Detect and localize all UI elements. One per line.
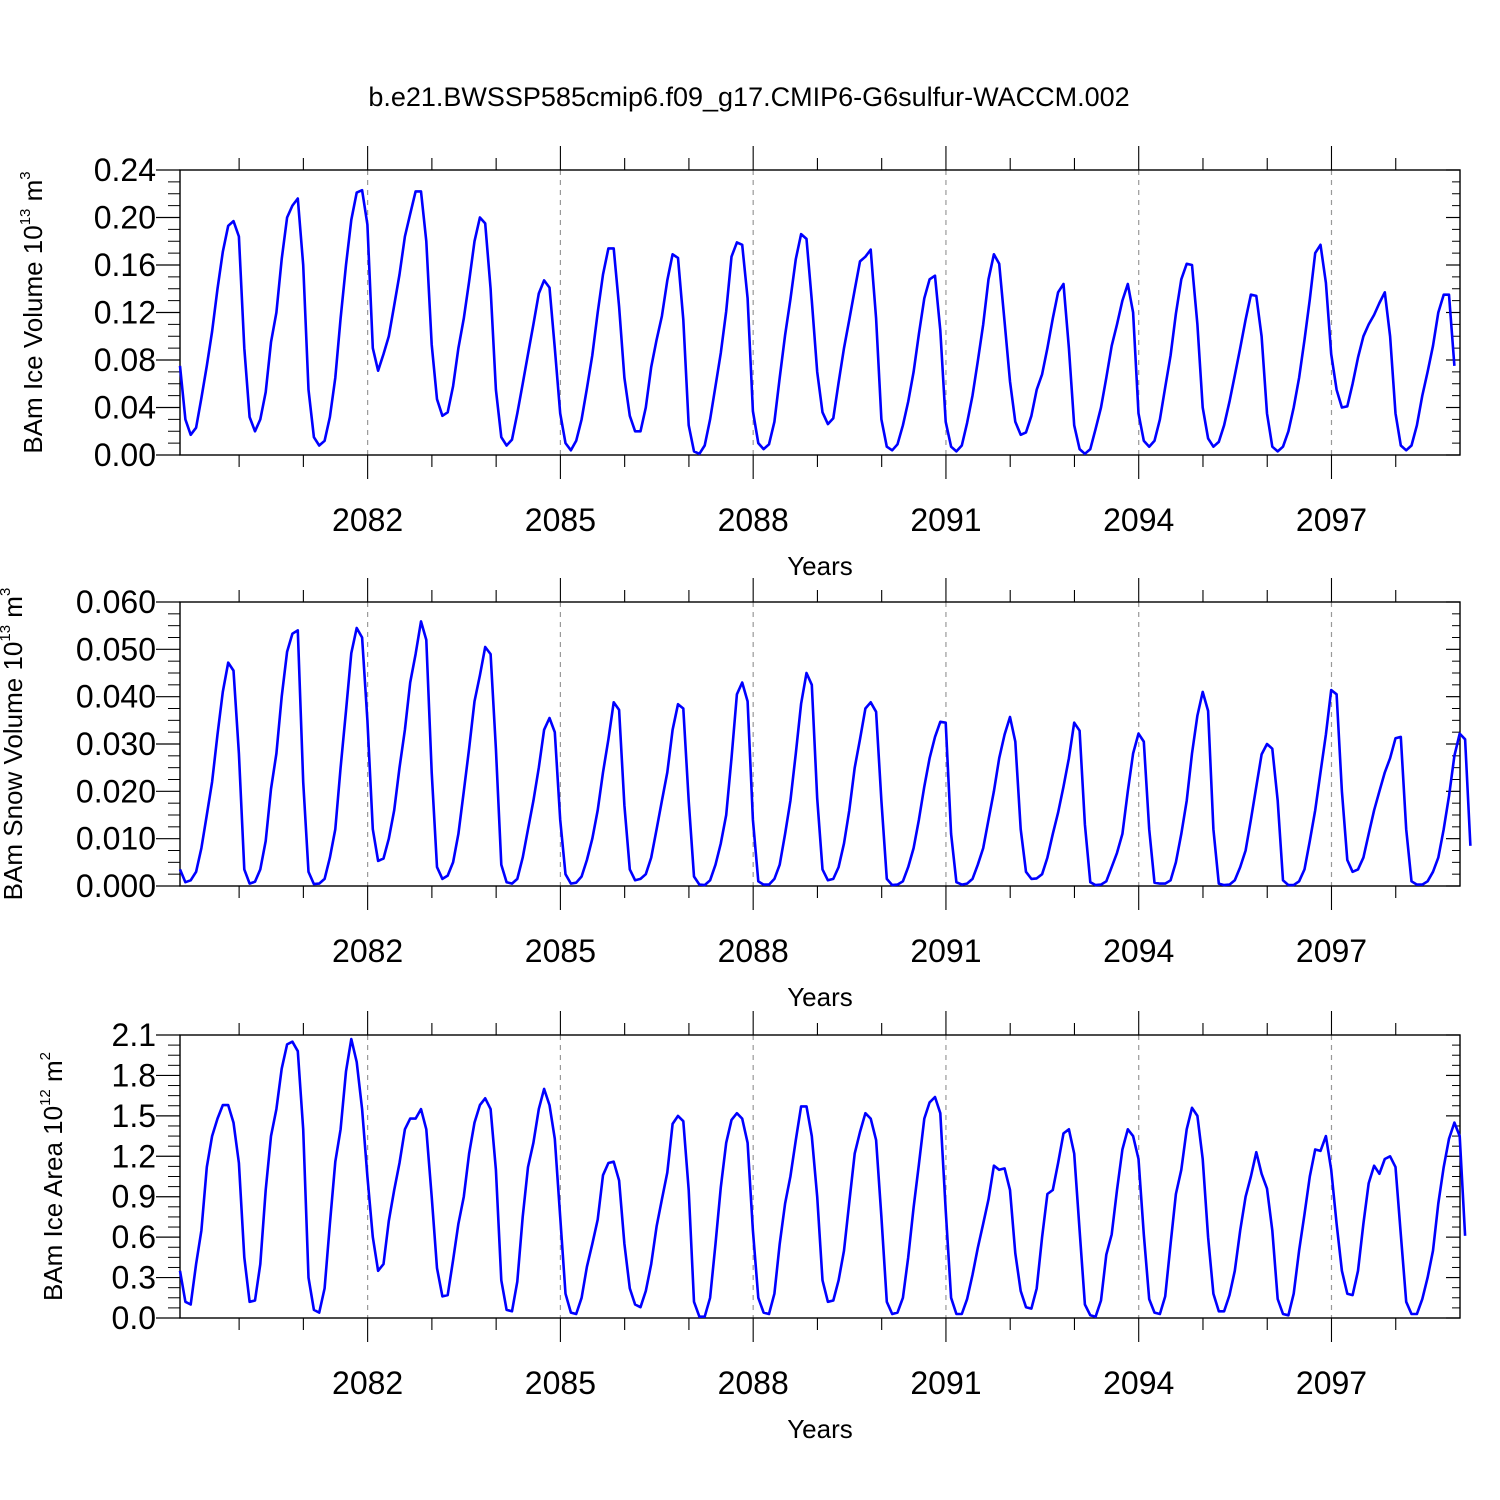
ytick-label: 0.060 [76,584,156,620]
ytick-label: 0.050 [76,631,156,667]
ytick-label: 0.030 [76,726,156,762]
ytick-label: 0.3 [112,1260,156,1296]
y-axis-title: BAm Ice Volume 1013 m3 [17,171,48,453]
ytick-label: 2.1 [112,1017,156,1053]
series-line-ice-area [178,1037,1467,1318]
ytick-label: 0.20 [94,200,156,236]
xtick-label: 2085 [525,933,596,969]
xtick-label: 2094 [1103,933,1174,969]
ytick-label: 0.00 [94,437,156,473]
ytick-label: 1.8 [112,1057,156,1093]
series-line-snow-volume [178,620,1472,887]
xtick-label: 2088 [718,1365,789,1401]
ytick-label: 0.0 [112,1300,156,1336]
x-axis-title: Years [787,1414,853,1444]
ytick-label: 0.12 [94,295,156,331]
panel-ice-area: 0.0 0.3 0.6 0.9 1.2 1.5 1.8 2.1 2082 2085 2088 2091… [37,1011,1467,1444]
xtick-label: 2097 [1296,933,1367,969]
xtick-label: 2097 [1296,1365,1367,1401]
xtick-label: 2088 [718,502,789,538]
xtick-label: 2085 [525,502,596,538]
xtick-label: 2091 [910,933,981,969]
y-axis-title: BAm Snow Volume 1013 m3 [0,588,28,901]
xtick-label: 2091 [910,502,981,538]
plot-frame [179,1034,1461,1319]
ytick-label: 0.16 [94,247,156,283]
xtick-label: 2094 [1103,502,1174,538]
ytick-label: 0.010 [76,821,156,857]
xtick-label: 2082 [332,1365,403,1401]
ytick-label: 0.9 [112,1179,156,1215]
series-line-ice-volume [178,188,1456,456]
xtick-label: 2085 [525,1365,596,1401]
ytick-label: 0.24 [94,152,156,188]
x-axis-title: Years [787,551,853,581]
ytick-label: 0.08 [94,342,156,378]
xtick-label: 2088 [718,933,789,969]
panel-snow-volume: 0.000 0.010 0.020 0.030 0.040 0.050 0.060 2082 2… [0,578,1472,1012]
xtick-label: 2082 [332,933,403,969]
ytick-label: 0.6 [112,1219,156,1255]
chart-title: b.e21.BWSSP585cmip6.f09_g17.CMIP6-G6sulf… [368,82,1129,112]
ytick-label: 0.040 [76,679,156,715]
ytick-label: 0.020 [76,773,156,809]
y-axis-title: BAm Ice Area 1012 m2 [37,1052,68,1301]
x-axis-title: Years [787,982,853,1012]
ytick-label: 0.000 [76,868,156,904]
panel-ice-volume: 0.00 0.04 0.08 0.12 0.16 0.20 0.24 2082 2085 2088… [17,146,1461,581]
ytick-label: 0.04 [94,390,156,426]
ytick-label: 1.5 [112,1098,156,1134]
ytick-label: 1.2 [112,1138,156,1174]
xtick-label: 2082 [332,502,403,538]
xtick-label: 2094 [1103,1365,1174,1401]
xtick-label: 2097 [1296,502,1367,538]
xtick-label: 2091 [910,1365,981,1401]
